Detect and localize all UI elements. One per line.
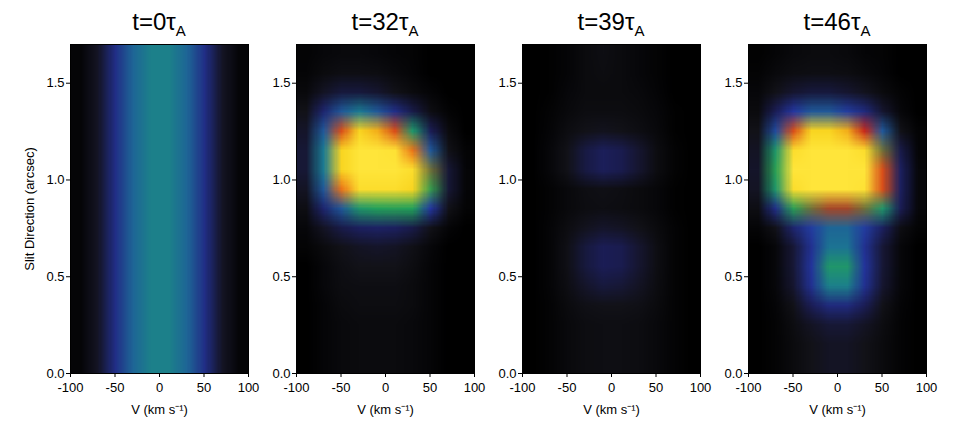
svg-text:-50: -50	[106, 380, 125, 395]
svg-text:V (km s⁻¹): V (km s⁻¹)	[809, 402, 866, 417]
svg-text:0.0: 0.0	[498, 366, 516, 381]
svg-text:0.5: 0.5	[272, 269, 290, 284]
svg-text:50: 50	[649, 380, 663, 395]
svg-text:-50: -50	[558, 380, 577, 395]
svg-text:1.5: 1.5	[46, 75, 64, 90]
svg-text:-100: -100	[509, 380, 535, 395]
svg-text:0: 0	[834, 380, 841, 395]
svg-text:-100: -100	[283, 380, 309, 395]
svg-text:0.0: 0.0	[46, 366, 64, 381]
svg-text:V (km s⁻¹): V (km s⁻¹)	[583, 402, 640, 417]
svg-text:1.0: 1.0	[498, 172, 516, 187]
html-text:t=32τA: t=32τA	[351, 8, 419, 39]
svg-text:-50: -50	[784, 380, 803, 395]
svg-text:0.0: 0.0	[272, 366, 290, 381]
svg-text:1.0: 1.0	[272, 172, 290, 187]
svg-text:Slit Direction (arcsec): Slit Direction (arcsec)	[22, 147, 37, 271]
svg-text:0: 0	[382, 380, 389, 395]
svg-text:50: 50	[423, 380, 437, 395]
svg-text:50: 50	[875, 380, 889, 395]
svg-text:V (km s⁻¹): V (km s⁻¹)	[357, 402, 414, 417]
svg-text:0.5: 0.5	[498, 269, 516, 284]
svg-text:0: 0	[608, 380, 615, 395]
html-text:t=46τA: t=46τA	[803, 8, 871, 39]
svg-text:1.0: 1.0	[46, 172, 64, 187]
svg-text:100: 100	[690, 380, 712, 395]
svg-text:0.5: 0.5	[46, 269, 64, 284]
html-text:t=39τA: t=39τA	[577, 8, 645, 39]
svg-text:1.5: 1.5	[272, 75, 290, 90]
svg-text:100: 100	[916, 380, 938, 395]
svg-text:-50: -50	[332, 380, 351, 395]
svg-text:0.5: 0.5	[724, 269, 742, 284]
svg-text:-100: -100	[57, 380, 83, 395]
svg-text:1.5: 1.5	[724, 75, 742, 90]
svg-text:0: 0	[156, 380, 163, 395]
svg-text:1.0: 1.0	[724, 172, 742, 187]
svg-text:0.0: 0.0	[724, 366, 742, 381]
svg-text:100: 100	[238, 380, 260, 395]
svg-text:100: 100	[464, 380, 486, 395]
html-text:t=0τA: t=0τA	[132, 8, 186, 39]
svg-text:1.5: 1.5	[498, 75, 516, 90]
svg-text:V (km s⁻¹): V (km s⁻¹)	[131, 402, 188, 417]
svg-text:-100: -100	[735, 380, 761, 395]
svg-text:50: 50	[197, 380, 211, 395]
